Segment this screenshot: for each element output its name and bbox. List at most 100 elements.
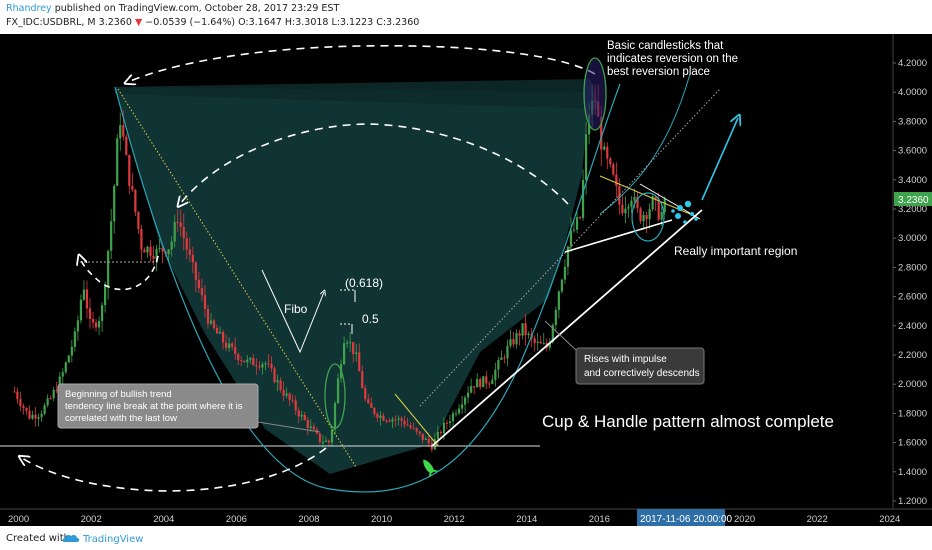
candle-body	[581, 179, 585, 218]
candle	[367, 394, 370, 405]
price-tick-label: 3.4000	[898, 175, 927, 186]
candle-body	[234, 346, 237, 354]
candle	[294, 395, 297, 416]
candle-body	[460, 404, 464, 409]
candle	[52, 386, 55, 402]
candle	[91, 311, 95, 329]
candle-body	[64, 362, 67, 373]
candle-body	[524, 323, 527, 336]
candle-body	[158, 247, 161, 249]
candle-body	[451, 413, 455, 422]
time-tick-label: 2000	[8, 514, 29, 525]
candle-body	[300, 414, 303, 417]
candle-body	[134, 189, 137, 213]
candle-body	[457, 408, 461, 414]
candle	[648, 203, 651, 229]
candle-body	[243, 360, 246, 363]
candle-body	[382, 415, 385, 421]
tradingview-brand[interactable]: TradingView	[62, 532, 143, 545]
candle-body	[569, 230, 573, 247]
candle-body	[282, 389, 285, 396]
candle-body	[122, 125, 125, 137]
candle	[267, 354, 270, 368]
candle-body	[627, 206, 630, 209]
candle-body	[125, 136, 128, 155]
candle	[436, 425, 439, 447]
candle-body	[297, 410, 300, 417]
candle	[476, 373, 479, 388]
candle-body	[330, 429, 334, 443]
candle-body	[500, 357, 503, 360]
candle	[282, 381, 285, 402]
symbol-label[interactable]: FX_IDC:USDBRL, M	[6, 17, 96, 28]
candle-body	[436, 431, 439, 439]
candle	[61, 368, 64, 384]
candle-body	[218, 332, 222, 334]
candle	[494, 362, 497, 387]
candle-body	[548, 342, 551, 348]
candle-body	[76, 320, 79, 332]
price-tick-label: 4.0000	[898, 87, 927, 98]
publish-info: published on TradingView.com, October 28…	[54, 3, 340, 14]
candle-body	[200, 288, 204, 296]
candle-body	[37, 417, 40, 419]
important-region-dots	[671, 200, 698, 224]
declining-trendline	[117, 88, 357, 468]
candle	[179, 209, 182, 237]
candle	[518, 329, 521, 346]
candle	[603, 142, 606, 151]
candle	[173, 214, 176, 248]
candle-body	[491, 379, 494, 384]
candle	[49, 395, 52, 400]
candle-body	[318, 433, 321, 442]
candle-body	[563, 266, 567, 280]
candle-body	[479, 379, 482, 388]
chart-area[interactable]: 1.2000 1.4000 1.6000 1.8000 2.0000 2.2000 2.40…	[0, 34, 932, 526]
candle	[488, 381, 491, 389]
candle	[237, 352, 240, 366]
candle	[94, 318, 98, 332]
cup-curve	[114, 83, 621, 493]
candle	[660, 202, 663, 226]
candle-body	[336, 378, 340, 404]
candle	[309, 419, 312, 432]
time-axis[interactable]: 2000200220042006200820102012201420162018…	[8, 514, 900, 525]
candle-body	[361, 371, 364, 389]
candle-body	[600, 116, 603, 150]
candle-body	[52, 390, 55, 399]
price-axis[interactable]: 1.2000 1.4000 1.6000 1.8000 2.0000 2.2000 2.40…	[893, 58, 927, 507]
candle	[479, 377, 482, 390]
candle-body	[170, 241, 173, 250]
candle	[194, 261, 197, 293]
candle-body	[624, 208, 627, 214]
candle	[336, 373, 340, 404]
candle	[212, 318, 216, 331]
candle	[448, 414, 452, 428]
price-chart[interactable]: 1.2000 1.4000 1.6000 1.8000 2.0000 2.2000 2.40…	[0, 34, 932, 526]
candle	[379, 411, 382, 426]
candle-body	[188, 249, 191, 255]
candle	[376, 411, 379, 422]
candle-body	[515, 333, 518, 345]
candle	[46, 394, 49, 408]
candle	[409, 422, 412, 430]
candle	[394, 415, 397, 427]
reversal-candle-ellipse	[583, 57, 607, 131]
small-arc-arrow	[80, 256, 159, 291]
candle	[663, 196, 666, 215]
candle-body	[572, 229, 576, 231]
candle	[352, 342, 355, 363]
candle-body	[397, 418, 400, 420]
candle	[563, 259, 567, 284]
candle-body	[476, 379, 479, 388]
candle	[424, 436, 427, 441]
author-name[interactable]: Rhandrey	[6, 3, 52, 14]
beginning-callout	[57, 383, 259, 429]
candle	[231, 341, 234, 351]
candle	[209, 313, 213, 326]
price-tick-label: 2.2000	[898, 350, 927, 361]
top-arc-arrow	[128, 44, 596, 82]
candle-body	[197, 279, 200, 289]
candle	[346, 339, 349, 348]
candle	[606, 142, 609, 170]
